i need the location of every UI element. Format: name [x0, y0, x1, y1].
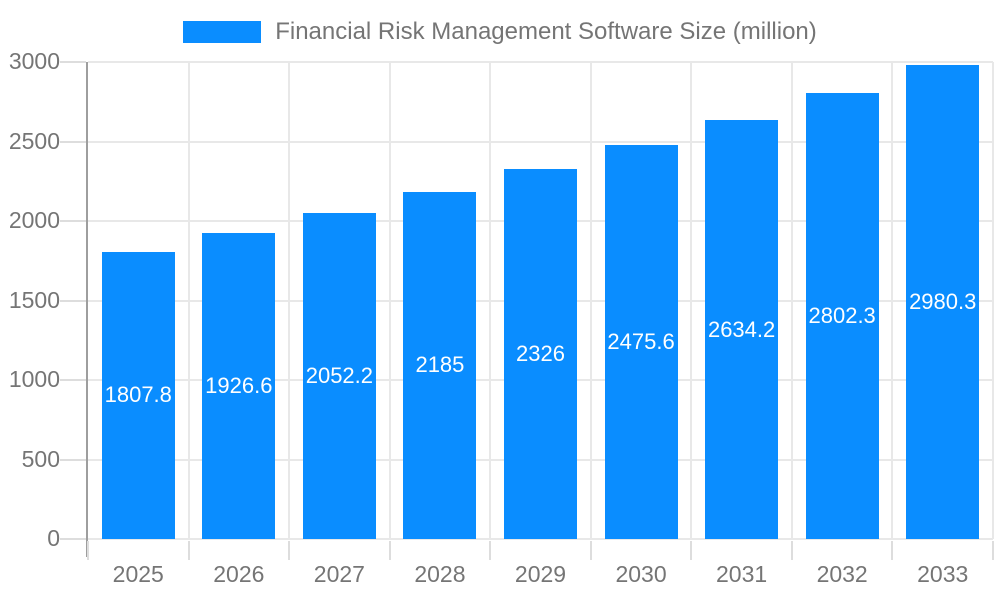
gridline-vertical — [187, 62, 190, 539]
x-axis-tick-label: 2031 — [716, 561, 768, 587]
x-axis-tick — [187, 541, 190, 560]
gridline-vertical — [690, 62, 693, 539]
bar[interactable]: 2052.2 — [302, 212, 376, 539]
x-axis-tick — [489, 541, 492, 560]
bar-value-label: 2475.6 — [607, 329, 675, 355]
y-axis-tick-label: 1500 — [8, 286, 60, 313]
x-axis-tick-label: 2028 — [414, 561, 466, 587]
legend[interactable]: Financial Risk Management Software Size … — [0, 18, 1000, 46]
bar-value-label: 2185 — [415, 352, 465, 378]
y-axis-tick — [60, 379, 86, 381]
x-axis-tick-label: 2030 — [615, 561, 667, 587]
chart-title: Financial Risk Management Software Size … — [275, 18, 817, 45]
x-axis-tick — [388, 541, 391, 560]
bar[interactable]: 2475.6 — [604, 145, 678, 539]
gridline-horizontal — [88, 538, 993, 540]
bar[interactable]: 2185 — [403, 191, 477, 539]
gridline-vertical — [288, 62, 291, 539]
y-axis-tick-label: 2000 — [8, 207, 60, 233]
bar[interactable]: 2980.3 — [906, 65, 980, 539]
y-axis-line — [86, 62, 88, 557]
y-axis-tick-label: 0 — [47, 525, 60, 551]
y-axis-tick-label: 3000 — [8, 48, 60, 74]
gridline-horizontal — [88, 61, 993, 63]
x-axis-tick-label: 2027 — [313, 561, 365, 587]
y-axis-tick — [60, 538, 86, 540]
gridline-vertical — [891, 62, 894, 539]
x-axis-tick — [790, 541, 793, 560]
x-axis-tick-label: 2032 — [816, 561, 868, 587]
y-axis-tick — [60, 220, 86, 222]
bar[interactable]: 2634.2 — [705, 120, 779, 539]
gridline-vertical — [589, 62, 592, 539]
y-axis-tick — [60, 140, 86, 143]
y-axis-tick-label: 2500 — [8, 127, 60, 154]
y-axis-tick — [60, 61, 86, 63]
bar-value-label: 2634.2 — [707, 316, 776, 342]
gridline-vertical — [992, 62, 994, 539]
bar-value-label: 2052.2 — [305, 362, 374, 388]
x-axis-tick — [690, 541, 693, 560]
y-axis-tick — [60, 299, 86, 302]
x-axis-tick-label: 2033 — [917, 561, 969, 587]
bar-value-label: 2802.3 — [808, 303, 876, 329]
bar[interactable]: 1926.6 — [202, 232, 276, 539]
bar[interactable]: 2802.3 — [805, 93, 879, 539]
y-axis-tick — [60, 458, 86, 461]
x-axis-tick-label: 2026 — [213, 561, 265, 587]
x-axis-tick-label: 2025 — [112, 561, 164, 587]
gridline-horizontal — [88, 140, 993, 143]
x-axis-tick — [87, 541, 89, 560]
bar-value-label: 1807.8 — [104, 382, 172, 408]
bar-value-label: 2326 — [516, 341, 565, 367]
bar[interactable]: 1807.8 — [101, 251, 175, 539]
x-axis-tick — [891, 541, 894, 560]
x-axis-tick — [288, 541, 291, 560]
gridline-vertical — [388, 62, 391, 539]
y-axis-tick-label: 1000 — [8, 366, 60, 392]
gridline-vertical — [489, 62, 492, 539]
plot-area: 1807.8 1926.6 2052.2 2185 2326 2475.6 2634.2 28… — [60, 61, 994, 560]
legend-swatch — [183, 21, 262, 43]
bar[interactable]: 2326 — [504, 169, 577, 539]
gridline-vertical — [790, 62, 793, 539]
y-axis-tick-label: 500 — [21, 445, 60, 472]
x-axis-tick — [589, 541, 592, 560]
bar-value-label: 2980.3 — [909, 289, 977, 315]
bar-value-label: 1926.6 — [205, 372, 273, 398]
x-axis-tick-label: 2029 — [514, 561, 567, 587]
x-axis-tick — [992, 541, 994, 560]
